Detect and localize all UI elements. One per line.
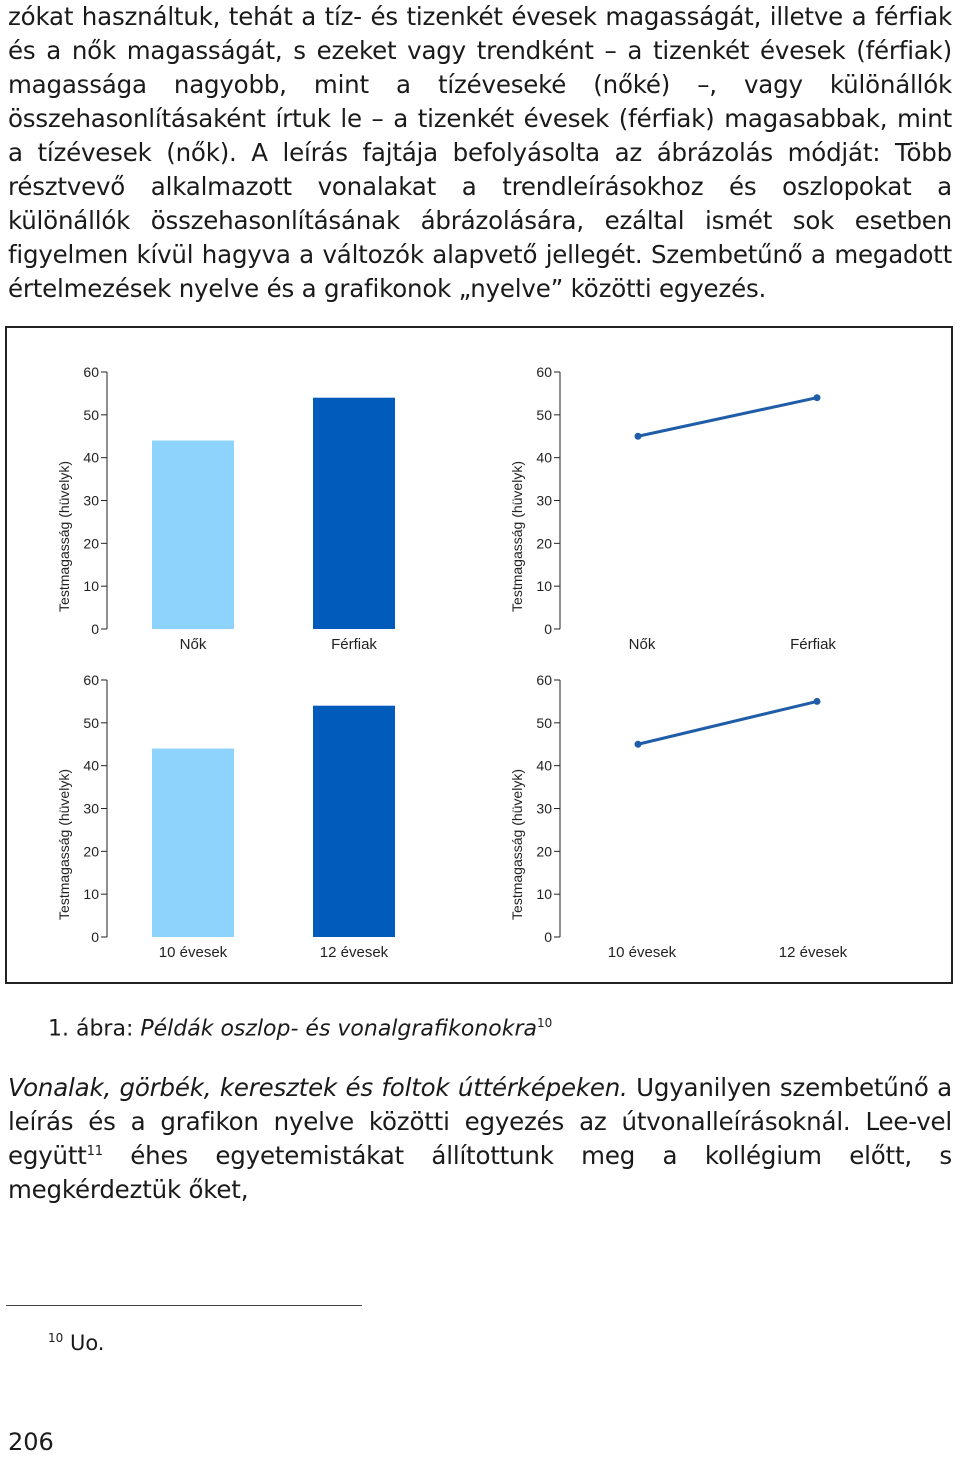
- y-tick-label: 20: [536, 535, 552, 551]
- y-tick-label: 0: [544, 621, 552, 637]
- paragraph-text: Ugyanilyen szembetűnő a leírás és a graf…: [8, 1073, 952, 1170]
- caption-footnote-ref: 10: [537, 1016, 553, 1030]
- footnote-number: 10: [48, 1331, 64, 1345]
- y-tick-label: 60: [83, 672, 99, 688]
- x-tick-label: Férfiak: [331, 636, 377, 653]
- y-tick-label: 60: [536, 364, 552, 380]
- body-paragraph-top: zókat használtuk, tehát a tíz- és tizenk…: [8, 2, 952, 303]
- y-axis-label: Testmagasság (hüvelyk): [509, 769, 525, 920]
- y-tick-label: 0: [91, 929, 99, 945]
- data-point-1: [813, 697, 821, 705]
- body-paragraph-bottom: Vonalak, görbék, keresztek és foltok útt…: [8, 1071, 952, 1207]
- y-tick-label: 20: [83, 843, 99, 859]
- chart-svg: 0 10 20 30 40 50 60 Testmagasság (hüvelyk) 10 év…: [56, 672, 395, 961]
- y-tick-label: 60: [536, 672, 552, 688]
- data-point-1: [813, 394, 821, 402]
- x-tick-label: Nők: [629, 636, 656, 653]
- y-tick-label: 40: [83, 758, 99, 774]
- bar-0: [152, 440, 234, 629]
- y-tick-label: 0: [544, 929, 552, 945]
- chart-svg: 0 10 20 30 40 50 60 Testmagasság (hüvelyk) Nők Fé…: [56, 364, 395, 653]
- y-tick-label: 50: [536, 407, 552, 423]
- y-tick-label: 10: [83, 578, 99, 594]
- x-tick-label: 10 évesek: [159, 944, 228, 961]
- y-tick-label: 40: [536, 450, 552, 466]
- data-point-0: [634, 740, 642, 748]
- y-tick-label: 10: [536, 886, 552, 902]
- y-tick-label: 10: [83, 886, 99, 902]
- y-tick-label: 30: [83, 493, 99, 509]
- y-axis-label: Testmagasság (hüvelyk): [56, 769, 72, 920]
- y-tick-label: 60: [83, 364, 99, 380]
- chart-svg: 0 10 20 30 40 50 60 Testmagasság (hüvelyk) Nők Fé…: [509, 364, 836, 653]
- chart-line-gender: 0 10 20 30 40 50 60 Testmagasság (hüvelyk) Nők Fé…: [500, 358, 930, 658]
- y-tick-label: 50: [536, 715, 552, 731]
- y-tick-label: 30: [536, 801, 552, 817]
- x-tick-label: 12 évesek: [320, 944, 389, 961]
- bar-1: [313, 397, 395, 629]
- y-tick-label: 30: [83, 801, 99, 817]
- footnote: 10 Uo.: [48, 1324, 104, 1357]
- data-point-0: [634, 432, 642, 440]
- chart-bar-gender: 0 10 20 30 40 50 60 Testmagasság (hüvelyk) Nők Fé…: [47, 358, 477, 658]
- caption-title: Példák oszlop- és vonalgrafikonokra: [140, 1016, 537, 1042]
- chart-line-age: 0 10 20 30 40 50 60 Testmagasság (hüvelyk) 10 év…: [500, 666, 930, 966]
- bar-0: [152, 748, 234, 937]
- caption-prefix: 1. ábra:: [48, 1016, 141, 1042]
- y-tick-label: 40: [536, 758, 552, 774]
- y-axis-label: Testmagasság (hüvelyk): [509, 461, 525, 612]
- x-tick-label: 10 évesek: [608, 944, 677, 961]
- y-tick-label: 40: [83, 450, 99, 466]
- x-tick-label: Nők: [180, 636, 207, 653]
- y-axis-label: Testmagasság (hüvelyk): [56, 461, 72, 612]
- y-tick-label: 50: [83, 715, 99, 731]
- y-tick-label: 20: [536, 843, 552, 859]
- paragraph-text-end: éhes egyetemistákat állítottunk meg a ko…: [8, 1141, 952, 1204]
- footnote-rule: [6, 1305, 362, 1306]
- section-run-in-heading: Vonalak, görbék, keresztek és foltok útt…: [8, 1073, 628, 1102]
- chart-svg: 0 10 20 30 40 50 60 Testmagasság (hüvelyk) 10 év…: [509, 672, 848, 961]
- y-tick-label: 10: [536, 578, 552, 594]
- page-number: 206: [8, 1428, 54, 1456]
- footnote-text: Uo.: [63, 1331, 105, 1355]
- series-line: [637, 699, 818, 746]
- y-tick-label: 30: [536, 493, 552, 509]
- y-tick-label: 50: [83, 407, 99, 423]
- chart-bar-age: 0 10 20 30 40 50 60 Testmagasság (hüvelyk) 10 év…: [47, 666, 477, 966]
- y-tick-label: 20: [83, 535, 99, 551]
- x-tick-label: Férfiak: [790, 636, 836, 653]
- figure-caption: 1. ábra: Példák oszlop- és vonalgrafikon…: [48, 1008, 552, 1044]
- figure-frame: 0 10 20 30 40 50 60 Testmagasság (hüvelyk) Nők Fé…: [5, 326, 953, 984]
- footnote-ref-11: 11: [86, 1143, 103, 1159]
- bar-1: [313, 705, 395, 937]
- series-line: [637, 396, 818, 438]
- y-tick-label: 0: [91, 621, 99, 637]
- x-tick-label: 12 évesek: [779, 944, 848, 961]
